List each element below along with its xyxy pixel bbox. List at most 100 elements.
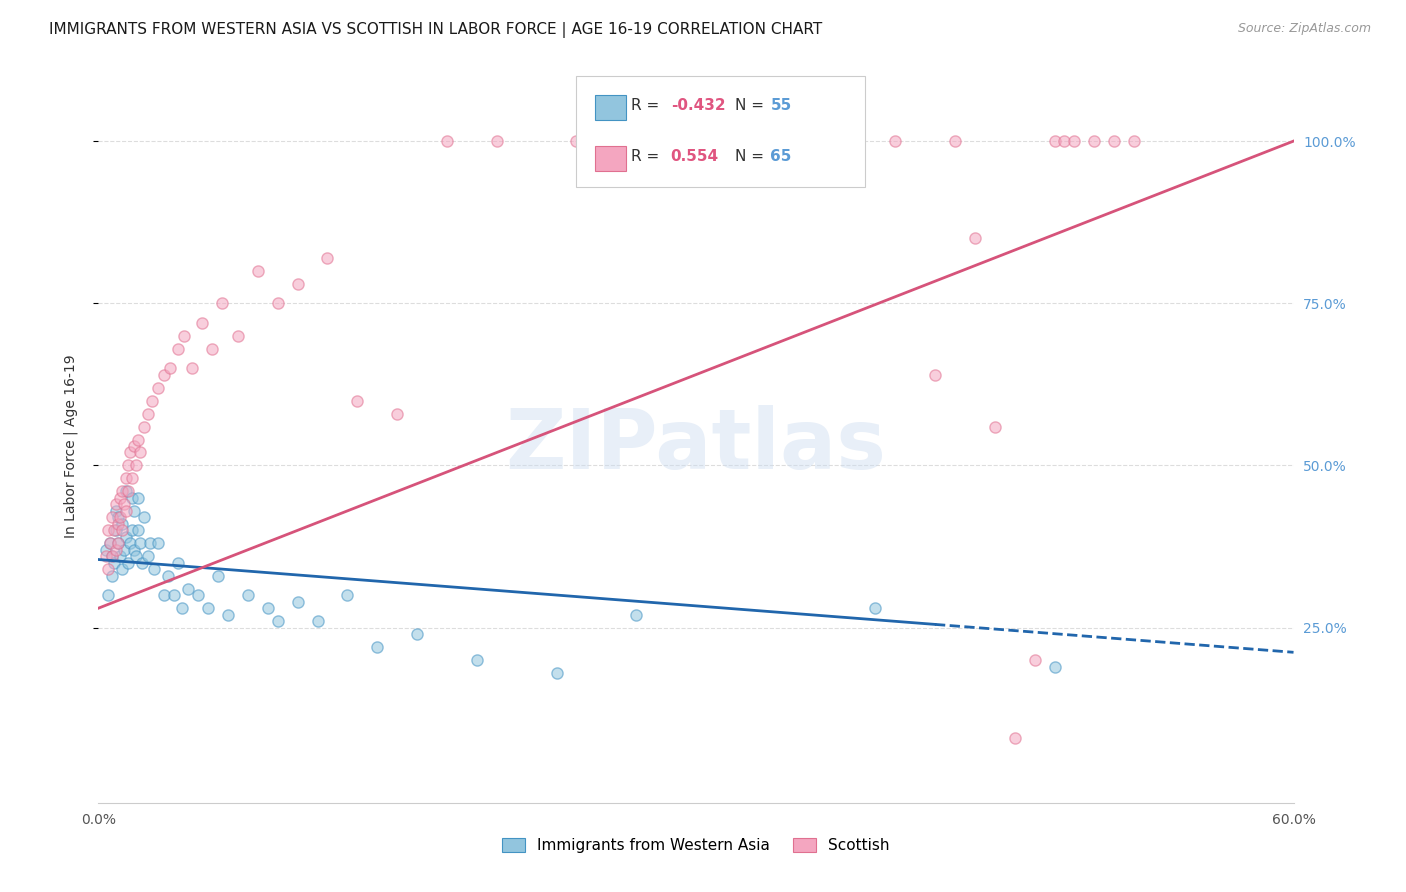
Point bbox=[307, 614, 329, 628]
Point bbox=[191, 316, 214, 330]
Point bbox=[125, 549, 148, 564]
Point bbox=[96, 542, 118, 557]
Point bbox=[115, 530, 138, 544]
Point bbox=[105, 542, 128, 557]
Point bbox=[172, 601, 194, 615]
Point bbox=[127, 491, 149, 505]
Text: R =: R = bbox=[631, 98, 665, 113]
Point bbox=[103, 556, 125, 570]
Point bbox=[117, 556, 139, 570]
Point bbox=[112, 497, 135, 511]
Point bbox=[924, 368, 946, 382]
Point bbox=[565, 134, 588, 148]
Point bbox=[115, 504, 138, 518]
Y-axis label: In Labor Force | Age 16-19: In Labor Force | Age 16-19 bbox=[63, 354, 77, 538]
Point bbox=[211, 296, 233, 310]
Point bbox=[103, 524, 125, 538]
Point bbox=[1104, 134, 1126, 148]
Text: 55: 55 bbox=[770, 98, 792, 113]
Point bbox=[153, 588, 176, 602]
Point bbox=[111, 484, 134, 499]
Point bbox=[1024, 653, 1046, 667]
Point bbox=[287, 277, 309, 291]
Point bbox=[124, 542, 146, 557]
Point bbox=[884, 134, 907, 148]
Point bbox=[406, 627, 429, 641]
Point bbox=[984, 419, 1007, 434]
Point bbox=[148, 381, 170, 395]
Point bbox=[121, 491, 143, 505]
Point bbox=[1043, 134, 1066, 148]
Point bbox=[436, 134, 458, 148]
Point bbox=[101, 510, 124, 524]
Point bbox=[96, 549, 118, 564]
Point bbox=[115, 471, 138, 485]
Point bbox=[134, 510, 156, 524]
Legend: Immigrants from Western Asia, Scottish: Immigrants from Western Asia, Scottish bbox=[496, 831, 896, 859]
Point bbox=[163, 588, 186, 602]
Point bbox=[385, 407, 409, 421]
Point bbox=[256, 601, 278, 615]
Point bbox=[98, 536, 122, 550]
Point bbox=[139, 536, 162, 550]
Text: -0.432: -0.432 bbox=[671, 98, 725, 113]
Point bbox=[236, 588, 259, 602]
Point bbox=[105, 504, 128, 518]
Point bbox=[124, 439, 146, 453]
Point bbox=[546, 666, 568, 681]
Point bbox=[181, 361, 204, 376]
Point bbox=[110, 549, 132, 564]
Point bbox=[1004, 731, 1026, 745]
Point bbox=[129, 445, 152, 459]
Point bbox=[201, 342, 224, 356]
Point bbox=[112, 542, 135, 557]
Point bbox=[97, 524, 120, 538]
Point bbox=[963, 231, 986, 245]
Point bbox=[117, 484, 139, 499]
Point bbox=[136, 407, 159, 421]
Point bbox=[136, 549, 159, 564]
Point bbox=[704, 134, 727, 148]
Text: 0.554: 0.554 bbox=[671, 149, 718, 164]
Point bbox=[153, 368, 176, 382]
Point bbox=[1123, 134, 1146, 148]
Point bbox=[98, 536, 122, 550]
Point bbox=[267, 614, 290, 628]
Point bbox=[129, 536, 152, 550]
Point bbox=[865, 601, 887, 615]
Point bbox=[141, 393, 163, 408]
Point bbox=[844, 134, 866, 148]
Point bbox=[1053, 134, 1076, 148]
Point bbox=[167, 556, 190, 570]
Point bbox=[177, 582, 200, 596]
Point bbox=[110, 491, 132, 505]
Point bbox=[157, 568, 180, 582]
Point bbox=[785, 134, 807, 148]
Point bbox=[107, 536, 129, 550]
Point bbox=[125, 458, 148, 473]
Point bbox=[107, 536, 129, 550]
Point bbox=[120, 445, 142, 459]
Point bbox=[131, 556, 153, 570]
Point bbox=[159, 361, 181, 376]
Point bbox=[645, 134, 668, 148]
Point bbox=[148, 536, 170, 550]
Text: N =: N = bbox=[735, 149, 769, 164]
Point bbox=[346, 393, 368, 408]
Point bbox=[121, 471, 143, 485]
Point bbox=[101, 549, 124, 564]
Point bbox=[124, 504, 146, 518]
Point bbox=[121, 524, 143, 538]
Point bbox=[267, 296, 290, 310]
Point bbox=[105, 497, 128, 511]
Point bbox=[107, 516, 129, 531]
Text: IMMIGRANTS FROM WESTERN ASIA VS SCOTTISH IN LABOR FORCE | AGE 16-19 CORRELATION : IMMIGRANTS FROM WESTERN ASIA VS SCOTTISH… bbox=[49, 22, 823, 38]
Text: R =: R = bbox=[631, 149, 669, 164]
Point bbox=[1063, 134, 1085, 148]
Text: Source: ZipAtlas.com: Source: ZipAtlas.com bbox=[1237, 22, 1371, 36]
Point bbox=[485, 134, 508, 148]
Point bbox=[626, 607, 648, 622]
Point bbox=[287, 595, 309, 609]
Point bbox=[316, 251, 339, 265]
Point bbox=[366, 640, 388, 654]
